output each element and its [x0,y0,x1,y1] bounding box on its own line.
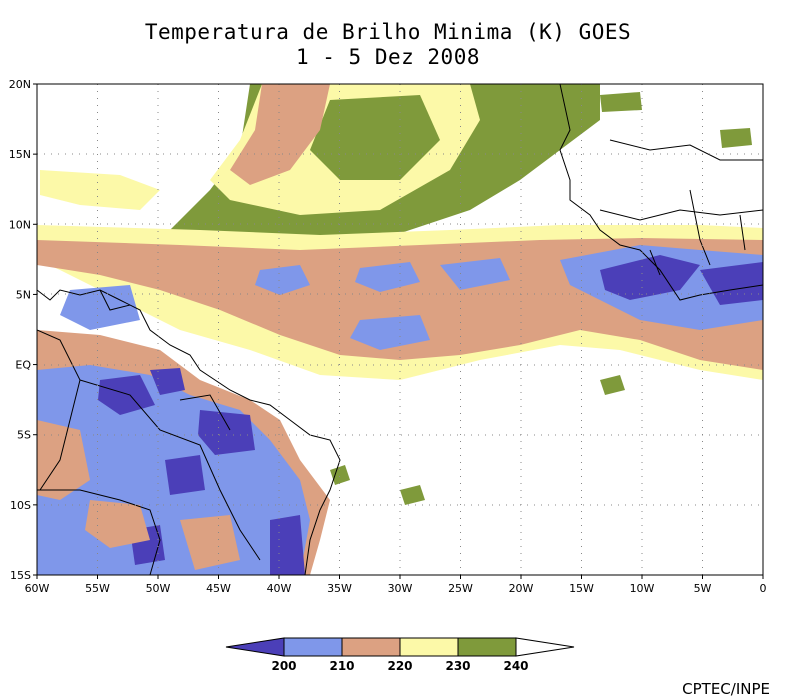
lon-label: 10W [630,582,655,595]
colorbar-swatch-220 [341,637,401,657]
colorbar-tick-label: 200 [271,659,296,673]
map-subtitle: 1 - 5 Dez 2008 [295,45,480,69]
colorbar-high-arrow [515,637,575,657]
colorbar-swatch-230 [399,637,459,657]
lon-label: 5W [694,582,712,595]
lat-label: 10S [10,499,31,512]
credit: CPTEC/INPE [682,680,770,698]
colorbar-tick-label: 240 [503,659,528,673]
lat-label: 10N [9,218,31,231]
graticule [37,84,763,575]
lon-label: 0 [760,582,767,595]
lat-label: 20N [9,78,31,91]
lat-label: EQ [15,359,31,372]
lat-label: 5N [16,288,31,301]
axis-labels: 60W 55W 50W 45W 40W 35W 30W 25W 20W 15W 10W 5W 0 20N 1… [9,78,767,595]
colorbar-tick-label: 210 [329,659,354,673]
lat-label: 15N [9,148,31,161]
colorbar-tick-label: 220 [387,659,412,673]
lon-label: 40W [267,582,292,595]
colorbar-swatch-210 [283,637,343,657]
lon-label: 35W [327,582,352,595]
lon-label: 45W [206,582,231,595]
colorbar-swatch-240 [457,637,517,657]
lon-label: 20W [509,582,534,595]
lat-label: 5S [17,429,31,442]
colorbar-tick-label: 230 [445,659,470,673]
lon-label: 25W [448,582,473,595]
colorbar [225,637,575,657]
lon-label: 60W [25,582,50,595]
colorbar-labels: 200 210 220 230 240 [271,659,528,673]
lon-label: 50W [146,582,171,595]
lon-label: 55W [85,582,110,595]
map-title: Temperatura de Brilho Minima (K) GOES [144,20,632,44]
lon-label: 15W [569,582,594,595]
colorbar-low-arrow [225,637,285,657]
lat-label: 15S [10,569,31,582]
lon-label: 30W [388,582,413,595]
